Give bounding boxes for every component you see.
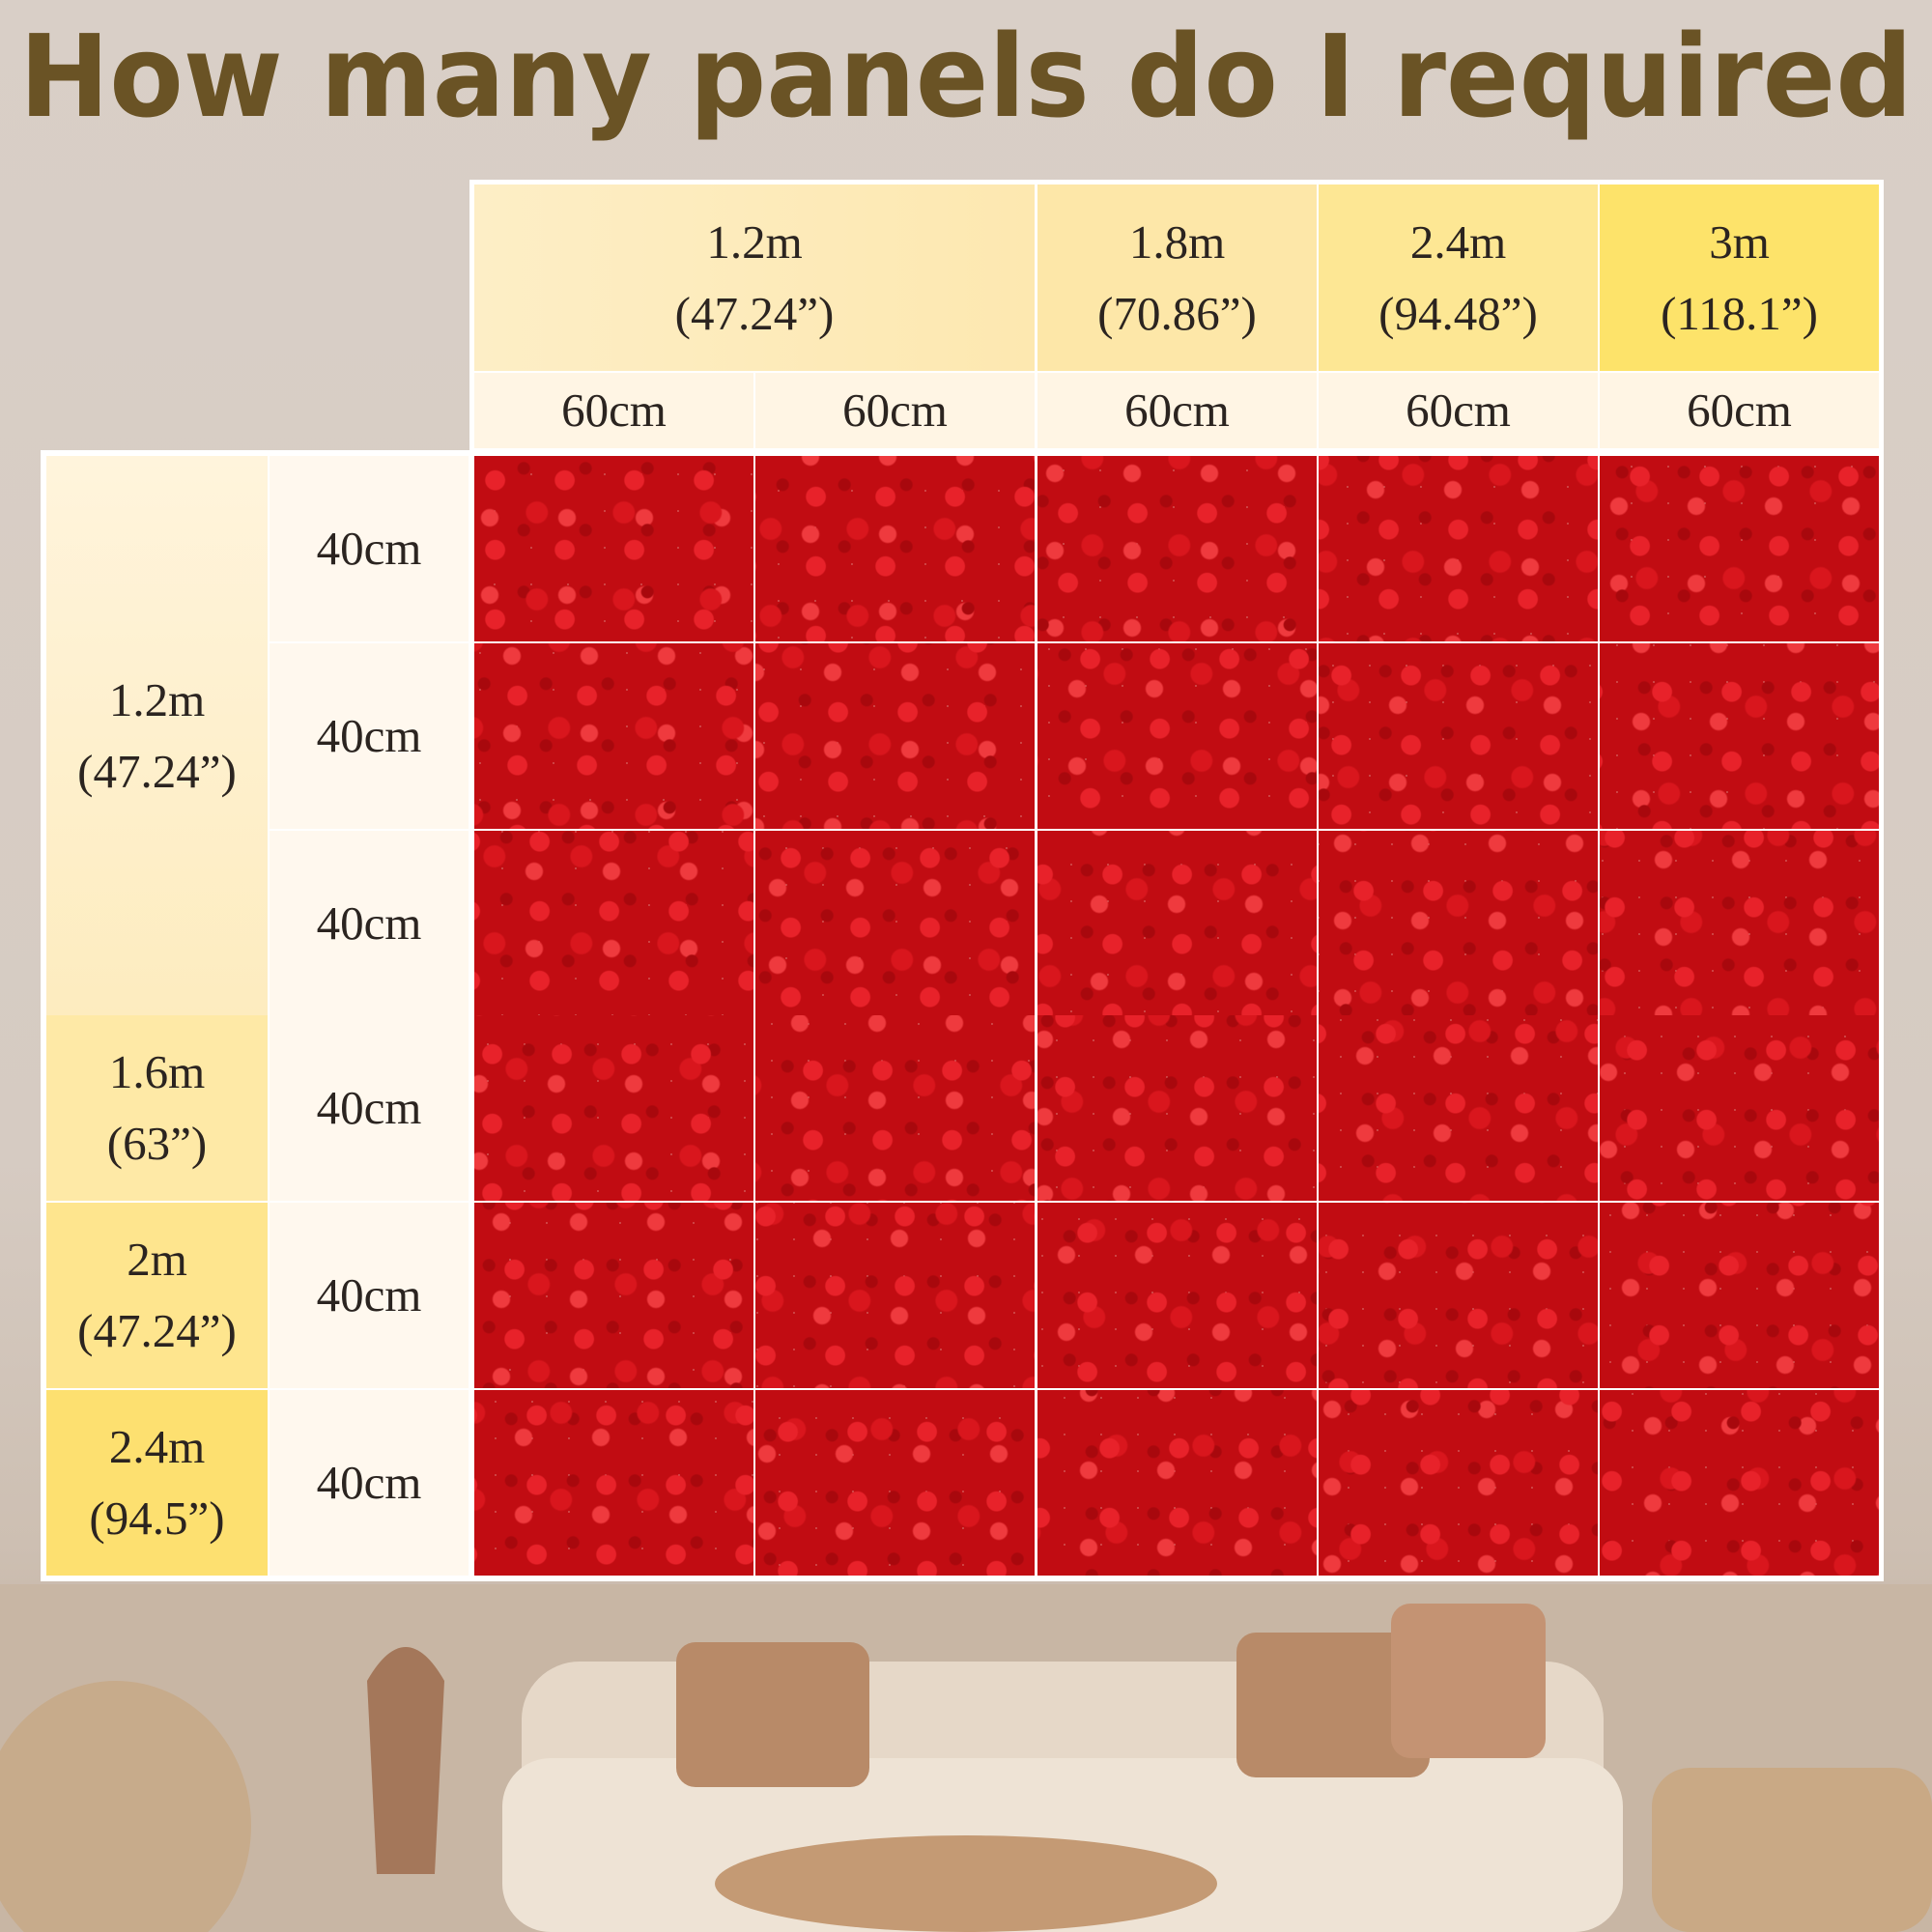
flower-panel bbox=[1319, 1390, 1598, 1576]
label-line: 3m bbox=[1709, 214, 1770, 269]
flower-panel bbox=[1037, 1390, 1317, 1576]
row-group: 2.4m (94.5”) bbox=[46, 1390, 268, 1576]
label-line: 40cm bbox=[316, 896, 422, 950]
row-group: 1.2m (47.24”) bbox=[46, 456, 268, 1016]
column-group: 1.2m (47.24”) bbox=[474, 185, 1035, 371]
flower-panel bbox=[474, 1390, 753, 1576]
label-line: 1.2m bbox=[706, 214, 803, 269]
column-label: 60cm bbox=[1319, 373, 1598, 448]
flower-panel bbox=[755, 456, 1035, 641]
label-line: 40cm bbox=[316, 709, 422, 762]
label-line: 40cm bbox=[316, 522, 422, 575]
row-group: 1.6m (63”) bbox=[46, 1015, 268, 1201]
label-line: 60cm bbox=[1687, 384, 1792, 437]
label-line: 1.8m bbox=[1128, 214, 1226, 269]
flower-panel bbox=[1037, 1015, 1317, 1201]
column-group: 3m (118.1”) bbox=[1600, 185, 1879, 371]
flower-panel bbox=[1600, 643, 1879, 829]
flower-panel bbox=[1319, 456, 1598, 641]
row-label: 40cm bbox=[270, 831, 469, 1016]
row-label: 40cm bbox=[270, 643, 469, 829]
column-label: 60cm bbox=[1600, 373, 1879, 448]
flower-panel bbox=[1600, 456, 1879, 641]
flower-panel bbox=[474, 643, 753, 829]
cushion bbox=[1391, 1604, 1546, 1758]
chair bbox=[0, 1681, 251, 1932]
flower-panel bbox=[1600, 1203, 1879, 1388]
flower-panel bbox=[755, 1015, 1035, 1201]
label-line: 40cm bbox=[316, 1081, 422, 1134]
column-group: 2.4m (94.48”) bbox=[1319, 185, 1598, 371]
flower-panel bbox=[1319, 1015, 1598, 1201]
label-line: 40cm bbox=[316, 1456, 422, 1509]
flower-panel bbox=[755, 1390, 1035, 1576]
label-line: 60cm bbox=[842, 384, 948, 437]
label-line: 2.4m bbox=[108, 1420, 206, 1473]
flower-panel bbox=[474, 1203, 753, 1388]
label-line: (118.1”) bbox=[1661, 286, 1818, 340]
flower-panel bbox=[1037, 456, 1317, 641]
flower-panel bbox=[474, 831, 753, 1016]
label-line: 60cm bbox=[561, 384, 667, 437]
label-line: 1.2m bbox=[108, 673, 206, 726]
label-line: 40cm bbox=[316, 1268, 422, 1321]
row-label: 40cm bbox=[270, 456, 469, 641]
label-line: 2m bbox=[127, 1233, 187, 1286]
flower-panel bbox=[1319, 831, 1598, 1016]
label-line: (47.24”) bbox=[674, 286, 835, 340]
column-label: 60cm bbox=[474, 373, 753, 448]
row-label: 40cm bbox=[270, 1015, 469, 1201]
flower-panel bbox=[1319, 1203, 1598, 1388]
label-line: (63”) bbox=[106, 1117, 208, 1170]
flower-panel bbox=[1319, 643, 1598, 829]
label-line: 1.6m bbox=[108, 1045, 206, 1098]
flower-panel bbox=[1037, 643, 1317, 829]
flower-panel bbox=[474, 456, 753, 641]
label-line: (94.48”) bbox=[1378, 286, 1538, 340]
flower-panel bbox=[1600, 831, 1879, 1016]
cushion bbox=[1236, 1633, 1430, 1777]
flower-panel bbox=[1600, 1015, 1879, 1201]
row-label: 40cm bbox=[270, 1390, 469, 1576]
flower-panel bbox=[1037, 831, 1317, 1016]
flower-panel bbox=[1600, 1390, 1879, 1576]
label-line: (94.5”) bbox=[89, 1492, 225, 1545]
label-line: (47.24”) bbox=[77, 745, 237, 798]
stool bbox=[1652, 1768, 1932, 1932]
column-group: 1.8m (70.86”) bbox=[1037, 185, 1317, 371]
label-line: 60cm bbox=[1406, 384, 1511, 437]
column-label: 60cm bbox=[1037, 373, 1317, 448]
label-line: (47.24”) bbox=[77, 1304, 237, 1357]
column-label: 60cm bbox=[755, 373, 1035, 448]
row-label: 40cm bbox=[270, 1203, 469, 1388]
label-line: (70.86”) bbox=[1097, 286, 1257, 340]
flower-panel bbox=[755, 643, 1035, 829]
title: How many panels do I required bbox=[19, 10, 1913, 143]
flower-panel bbox=[755, 1203, 1035, 1388]
flower-panel bbox=[755, 831, 1035, 1016]
row-group: 2m (47.24”) bbox=[46, 1203, 268, 1388]
vase bbox=[367, 1647, 444, 1874]
cushion bbox=[676, 1642, 869, 1787]
flower-panel bbox=[474, 1015, 753, 1201]
label-line: 60cm bbox=[1124, 384, 1230, 437]
flower-panel bbox=[1037, 1203, 1317, 1388]
label-line: 2.4m bbox=[1409, 214, 1507, 269]
table bbox=[715, 1835, 1217, 1932]
